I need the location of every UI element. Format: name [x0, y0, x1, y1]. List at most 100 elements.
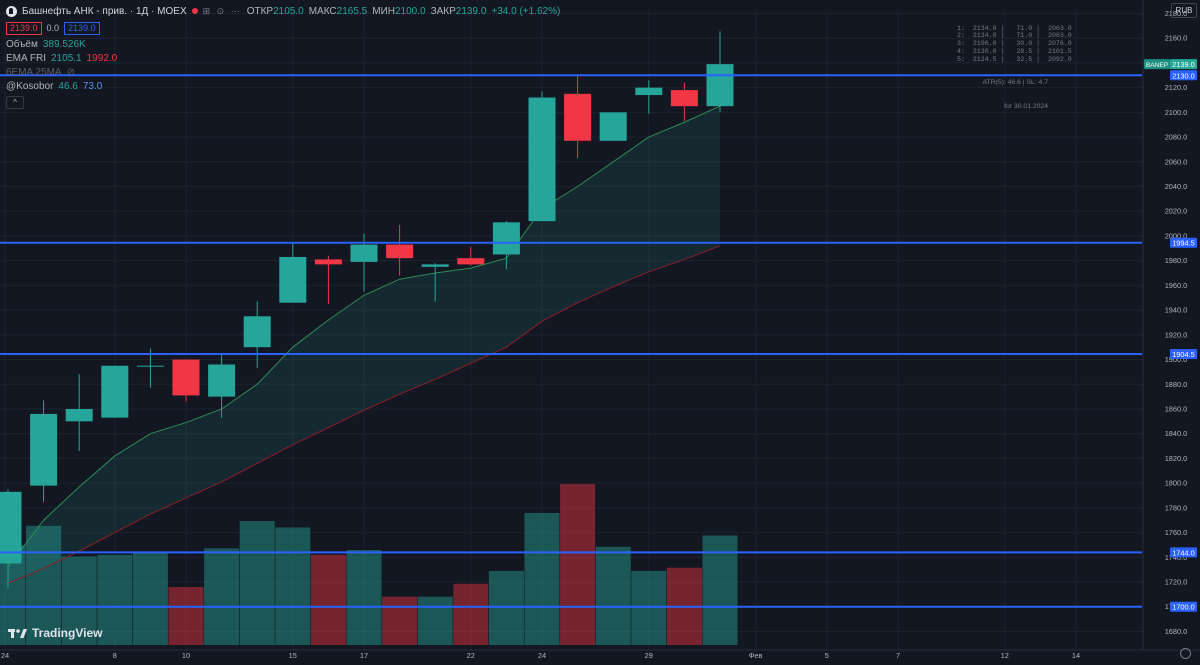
currency-button[interactable]: RUB: [1171, 3, 1197, 18]
price-tick-label: 2100.0: [1165, 108, 1188, 117]
price-tick-label: 1680.0: [1165, 627, 1188, 636]
candle-body: [635, 87, 663, 96]
candle-body: [599, 112, 627, 141]
buy-button[interactable]: 2139.0: [64, 21, 100, 35]
spread-value: 0.0: [46, 23, 60, 33]
candle-body: [386, 244, 414, 259]
price-level-label: 1904.5: [1172, 350, 1195, 359]
sell-button[interactable]: 2139.0: [6, 21, 42, 35]
volume-bar: [595, 546, 631, 645]
hidden-eye-icon[interactable]: ⊘: [66, 66, 75, 78]
kosobor-value-1: 46.6: [58, 80, 78, 92]
collapse-legend-button[interactable]: ^: [6, 95, 24, 109]
ema-slow-line: [7, 245, 721, 584]
candle-body: [350, 244, 378, 262]
time-tick-label: 24: [1, 651, 9, 660]
time-tick-label: 24: [538, 651, 546, 660]
price-tick-label: 1780.0: [1165, 503, 1188, 512]
ema-indicator-label[interactable]: EMA FRI: [6, 52, 47, 64]
volume-bar: [417, 596, 453, 645]
time-tick-label: 12: [1001, 651, 1009, 660]
volume-bar: [560, 484, 596, 645]
time-axis[interactable]: 24 8 10 15 17 22 24 29 Фев 5 7 12 14: [0, 649, 1200, 660]
time-tick-label: 7: [896, 651, 900, 660]
volume-indicator-value: 389.526K: [42, 38, 86, 50]
ohlc-change: +34.0 (+1.62%): [491, 5, 561, 17]
price-tick-label: 1980.0: [1165, 256, 1188, 265]
candle-body: [208, 364, 236, 397]
kosobor-value-2: 73.0: [82, 80, 103, 92]
atr-stats-row: 3: 2106.0 | 30.0 | 2076.0: [957, 40, 1072, 48]
time-tick-label: 8: [113, 651, 117, 660]
volume-indicator-label[interactable]: Объём: [6, 38, 38, 50]
ohlc-open-label: ОТКР: [246, 5, 274, 17]
tradingview-logo[interactable]: TradingView: [8, 626, 102, 640]
settings-gear-icon[interactable]: [1180, 648, 1191, 659]
price-tick-label: 2000.0: [1165, 231, 1188, 240]
price-tick-label: 2180.0: [1165, 9, 1188, 18]
candle-body: [172, 359, 200, 396]
price-levels: [0, 74, 1142, 608]
price-tick-label: 1760.0: [1165, 528, 1188, 537]
atr-stats-table: 1: 2134.0 | 71.0 | 2063.0 2: 2134.0 | 71.…: [957, 9, 1072, 118]
volume-bar: [453, 583, 489, 645]
ohlc-high: 2165.5: [336, 5, 368, 17]
volume-bar: [346, 550, 382, 645]
symbol-title[interactable]: Башнефть АНК - прив. · 1Д · MOEX: [22, 5, 187, 17]
ma-indicator-label[interactable]: 6EMA 25MA: [6, 66, 62, 78]
price-level-label: 1700.0: [1172, 603, 1195, 612]
volume-bar: [61, 556, 97, 645]
time-tick-label: 15: [289, 651, 297, 660]
symbol-name-badge: [1144, 59, 1170, 70]
candlesticks: [0, 31, 734, 589]
candle-body: [136, 365, 164, 367]
candle-body: [670, 90, 698, 107]
time-tick-label: 22: [467, 651, 475, 660]
ohlc-low-label: МИН: [372, 5, 395, 17]
ohlc-close: 2139.0: [455, 5, 487, 17]
ema-fill: [8, 106, 720, 584]
price-level-badge: [1170, 601, 1197, 612]
time-tick-label: 14: [1072, 651, 1080, 660]
candle-body: [0, 491, 22, 564]
volume-bar: [310, 554, 346, 645]
kosobor-indicator-label[interactable]: @Kosobor: [6, 80, 54, 92]
time-tick-label: 17: [360, 651, 368, 660]
ohlc-low: 2100.0: [394, 5, 426, 17]
candle-body: [30, 413, 58, 486]
ema-indicator-value-slow: 1992.0: [86, 52, 118, 64]
volume-bar: [132, 553, 168, 645]
price-tick-label: 2060.0: [1165, 157, 1188, 166]
candle-body: [243, 316, 271, 348]
ema-fast-line: [7, 105, 721, 568]
volume-bar: [631, 570, 667, 645]
atr-stats-row: 2: 2134.0 | 71.0 | 2063.0: [957, 32, 1072, 40]
atr-stats-row: 5: 2124.5 | 32.5 | 2092.0: [957, 55, 1072, 63]
volume-bar: [524, 512, 560, 645]
price-tick-label: 1840.0: [1165, 429, 1188, 438]
price-level-label: 1744.0: [1172, 548, 1195, 557]
price-tick-label: 1860.0: [1165, 404, 1188, 413]
candle-body: [279, 256, 307, 303]
volume-bar: [239, 521, 275, 645]
price-tick-label: 1820.0: [1165, 454, 1188, 463]
last-price-label: 2139.0: [1172, 60, 1195, 69]
price-tick-label: 2160.0: [1165, 34, 1188, 43]
price-tick-label: 2020.0: [1165, 207, 1188, 216]
price-tick-label: 1720.0: [1165, 578, 1188, 587]
price-level-label: 1994.5: [1172, 239, 1195, 248]
legend-tools-icon[interactable]: ⊞ ⊙ ⋯: [202, 5, 242, 16]
price-tick-label: 1940.0: [1165, 306, 1188, 315]
price-tick-label: 2080.0: [1165, 133, 1188, 142]
candle-body: [457, 258, 485, 265]
candle-body: [421, 264, 449, 267]
last-price-badge: [1170, 59, 1197, 70]
time-tick-label: Фев: [749, 651, 763, 660]
price-axis[interactable]: 1680.01700.01720.01740.01760.01780.01800…: [1142, 0, 1200, 665]
atr-summary: ATR(5): 46.6 | SL: 4.7: [982, 79, 1048, 87]
price-tick-label: 1800.0: [1165, 479, 1188, 488]
candle-body: [492, 222, 520, 255]
ema-cloud: [8, 106, 720, 584]
price-level-badge: [1170, 237, 1197, 248]
